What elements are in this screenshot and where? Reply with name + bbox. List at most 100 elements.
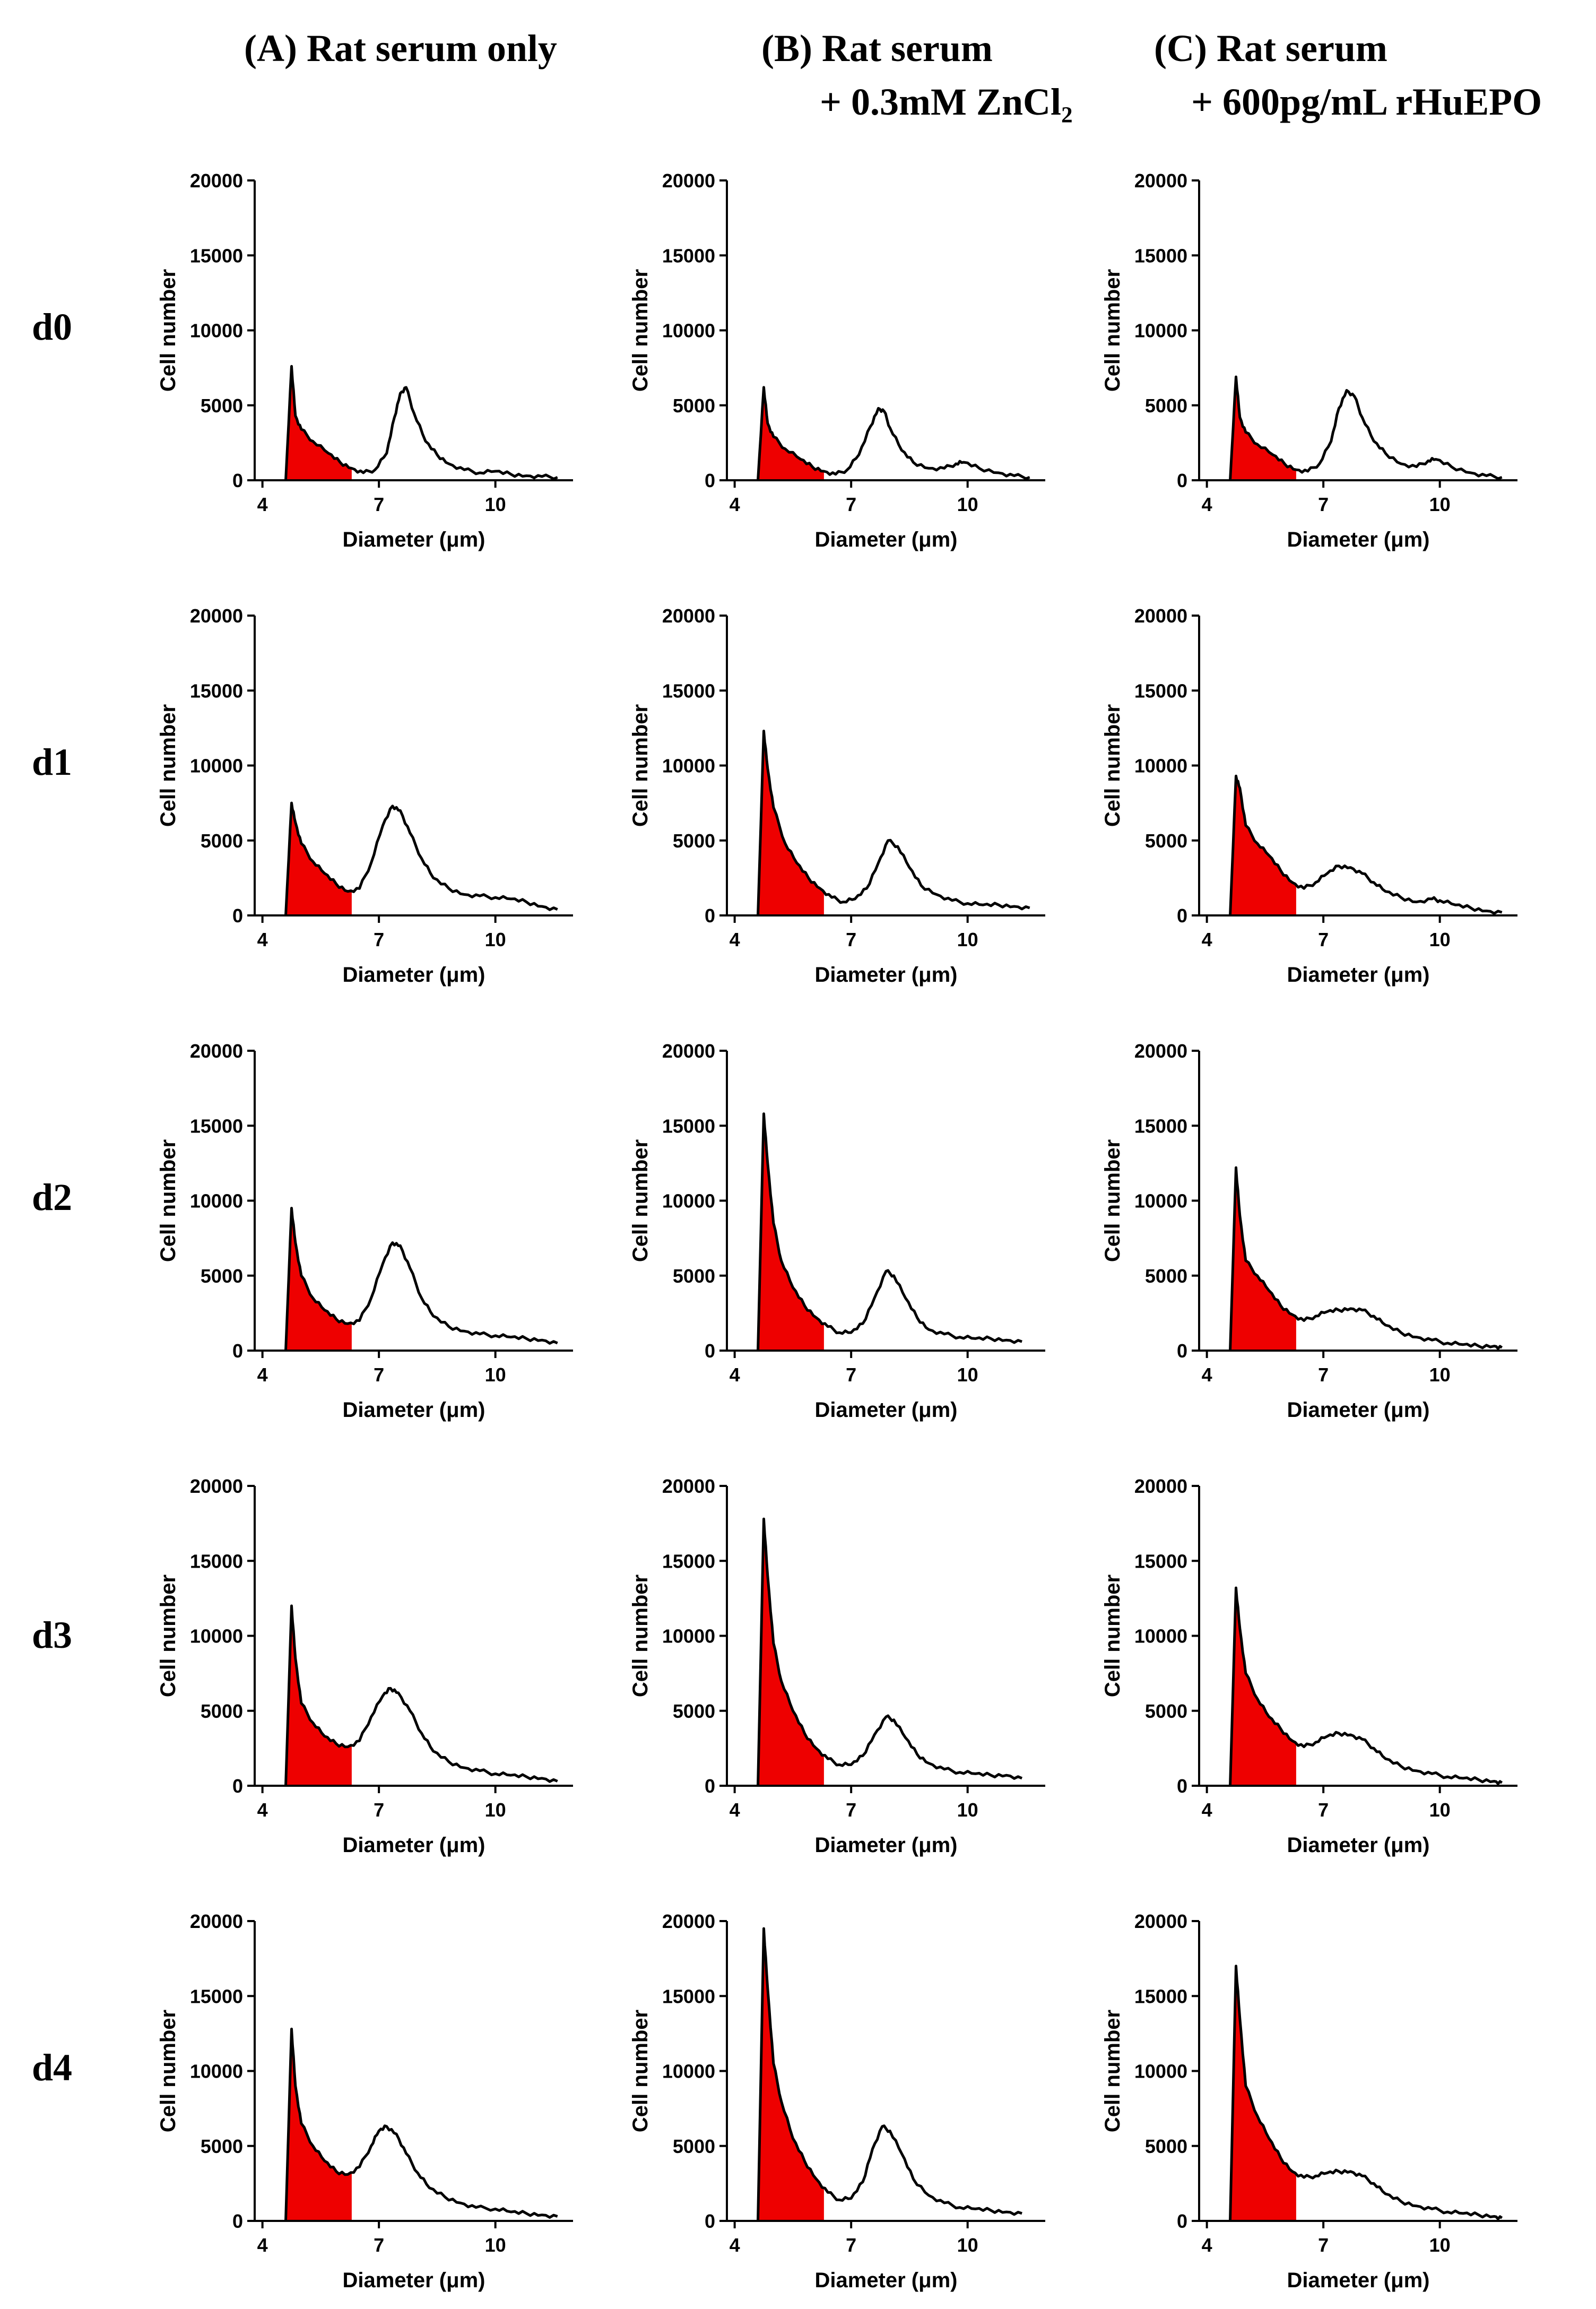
panel-d1-c: 0 5000 10000 15000 20000 4 7 10 Diameter (μm) Cel… <box>1101 605 1517 987</box>
panel-d0-a-ytick-label-10000: 10000 <box>190 320 243 342</box>
panel-d4-b-shaded-area <box>758 1929 824 2221</box>
panel-d1-b-x-axis-title: Diameter (μm) <box>815 963 958 987</box>
panel-d0-a-series-line <box>284 365 558 481</box>
panel-d3-a-shaded-area <box>285 1606 352 1786</box>
panel-d1-b: 0 5000 10000 15000 20000 4 7 10 Diameter (μm) Cel… <box>629 605 1045 987</box>
panel-d0-a-ytick-label-5000: 5000 <box>201 395 243 417</box>
panel-d2-b-shaded-area <box>758 1113 824 1351</box>
panel-d0-a-shaded-area <box>285 366 352 480</box>
panel-d3-c-xtick-label-10: 10 <box>1429 1799 1451 1821</box>
panel-d3-b-ytick-label-10000: 10000 <box>662 1625 715 1647</box>
panel-d3-c-xtick-label-4: 4 <box>1202 1799 1212 1821</box>
panel-d2-a-ytick-label-5000: 5000 <box>201 1265 243 1287</box>
panel-d3-a-ytick-label-10000: 10000 <box>190 1625 243 1647</box>
panel-d2-b-x-axis-title: Diameter (μm) <box>815 1398 958 1422</box>
panel-d1-c-xtick-label-7: 7 <box>1318 929 1329 950</box>
panel-d2-a-ytick-label-0: 0 <box>232 1340 243 1362</box>
panel-d1-a-xtick-label-4: 4 <box>257 929 268 950</box>
column-title-b-line2: + 0.3mM ZnCl₂ <box>820 81 1073 123</box>
panel-d1-a-ytick-label-15000: 15000 <box>190 680 243 702</box>
panel-d1-a-xtick-label-10: 10 <box>485 929 506 950</box>
panel-d1-a-series-line <box>284 801 558 916</box>
panel-d1-c-ytick-label-15000: 15000 <box>1134 680 1187 702</box>
panel-d1-a-ytick-label-20000: 20000 <box>190 605 243 627</box>
panel-d0-c-xtick-label-4: 4 <box>1202 494 1212 515</box>
panel-d3-c-x-axis-title: Diameter (μm) <box>1287 1834 1430 1857</box>
panel-d0-c-ytick-label-5000: 5000 <box>1145 395 1187 417</box>
panel-d0-c-ytick-label-0: 0 <box>1177 470 1187 491</box>
column-title-c: (C) Rat serum + 600pg/mL rHuEPO <box>1154 27 1542 124</box>
panel-d2-c-ytick-label-0: 0 <box>1177 1340 1187 1362</box>
panel-d1-a-xtick-label-7: 7 <box>374 929 384 950</box>
panel-d4-c-series-line <box>1229 1965 1503 2221</box>
panel-d1-a-ytick-label-0: 0 <box>232 905 243 927</box>
column-title-b: (B) Rat serum + 0.3mM ZnCl₂ <box>761 27 1073 124</box>
panel-d4-a-y-axis-title: Cell number <box>157 2010 180 2132</box>
panel-d1-b-y-axis-title: Cell number <box>629 704 652 827</box>
panel-d3-b-ytick-label-20000: 20000 <box>662 1475 715 1497</box>
panel-d2-a-ytick-label-10000: 10000 <box>190 1190 243 1212</box>
panel-d2-b-ytick-label-10000: 10000 <box>662 1190 715 1212</box>
panel-d3-a-x-axis-title: Diameter (μm) <box>343 1834 485 1857</box>
panel-d4-c-xtick-label-7: 7 <box>1318 2234 1329 2256</box>
panel-d3-b-ytick-label-15000: 15000 <box>662 1550 715 1572</box>
panel-d2-a-xtick-label-4: 4 <box>257 1364 268 1386</box>
panel-d3-a-xtick-label-10: 10 <box>485 1799 506 1821</box>
panel-d4-a-ytick-label-20000: 20000 <box>190 1910 243 1932</box>
panel-d3-c-ytick-label-0: 0 <box>1177 1775 1187 1797</box>
panel-d3-b-xtick-label-10: 10 <box>957 1799 978 1821</box>
row-label-d2: d2 <box>32 1176 73 1218</box>
column-title-c-line2: + 600pg/mL rHuEPO <box>1191 81 1542 123</box>
column-title-a-line1: (A) Rat serum only <box>244 27 557 70</box>
panel-d0-c: 0 5000 10000 15000 20000 4 7 10 Diameter (μm) Cel… <box>1101 170 1517 551</box>
column-title-a: (A) Rat serum only <box>244 27 557 71</box>
panel-d2-b-ytick-label-15000: 15000 <box>662 1115 715 1137</box>
panel-d4-c-ytick-label-20000: 20000 <box>1134 1910 1187 1932</box>
panel-d0-a-x-axis-title: Diameter (μm) <box>343 528 485 551</box>
panel-d4-a-x-axis-title: Diameter (μm) <box>343 2269 485 2292</box>
panel-d1-c-xtick-label-10: 10 <box>1429 929 1451 950</box>
panel-d4-b-series-line <box>757 1927 1022 2221</box>
panel-d1-a-x-axis-title: Diameter (μm) <box>343 963 485 987</box>
panel-d3-a-ytick-label-15000: 15000 <box>190 1550 243 1572</box>
panel-d3-a-ytick-label-0: 0 <box>232 1775 243 1797</box>
panel-d4-b-ytick-label-15000: 15000 <box>662 1985 715 2007</box>
panel-d4-b-ytick-label-10000: 10000 <box>662 2061 715 2082</box>
panel-d4-a-xtick-label-7: 7 <box>374 2234 384 2256</box>
panel-d0-c-xtick-label-10: 10 <box>1429 494 1451 515</box>
panel-d2-b-series-line <box>757 1112 1022 1351</box>
panel-d3-b: 0 5000 10000 15000 20000 4 7 10 Diameter (μm) Cel… <box>629 1475 1045 1857</box>
panel-d4-a-ytick-label-5000: 5000 <box>201 2135 243 2157</box>
panel-d3-b-y-axis-title: Cell number <box>629 1575 652 1697</box>
panel-d2-a-shaded-area <box>285 1208 352 1351</box>
panel-d0-a-ytick-label-20000: 20000 <box>190 170 243 192</box>
panel-d1-a-ytick-label-5000: 5000 <box>201 830 243 852</box>
panel-d1-c-series-line <box>1229 774 1503 916</box>
panel-d2-a-x-axis-title: Diameter (μm) <box>343 1398 485 1422</box>
row-label-d1: d1 <box>32 741 73 783</box>
panel-d4-a-ytick-label-15000: 15000 <box>190 1985 243 2007</box>
panel-d4-b-y-axis-title: Cell number <box>629 2010 652 2132</box>
panel-d2-a-series-line <box>284 1207 558 1351</box>
panel-d4-b-xtick-label-10: 10 <box>957 2234 978 2256</box>
panel-d2-b-y-axis-title: Cell number <box>629 1139 652 1262</box>
panel-d3-c-ytick-label-5000: 5000 <box>1145 1700 1187 1722</box>
panel-d2-c-shaded-area <box>1230 1168 1296 1351</box>
panel-d3-c-ytick-label-15000: 15000 <box>1134 1550 1187 1572</box>
panel-d3-c-xtick-label-7: 7 <box>1318 1799 1329 1821</box>
panel-d3-a-xtick-label-4: 4 <box>257 1799 268 1821</box>
panel-d1-b-ytick-label-5000: 5000 <box>673 830 715 852</box>
panel-d4-c-ytick-label-0: 0 <box>1177 2210 1187 2232</box>
panel-d0-c-xtick-label-7: 7 <box>1318 494 1329 515</box>
panel-d2-b-ytick-label-20000: 20000 <box>662 1040 715 1062</box>
panel-d2-c-ytick-label-20000: 20000 <box>1134 1040 1187 1062</box>
panel-d2-c: 0 5000 10000 15000 20000 4 7 10 Diameter (μm) Cel… <box>1101 1040 1517 1422</box>
panel-d0-a-ytick-label-15000: 15000 <box>190 245 243 266</box>
panel-d0-b-y-axis-title: Cell number <box>629 269 652 392</box>
